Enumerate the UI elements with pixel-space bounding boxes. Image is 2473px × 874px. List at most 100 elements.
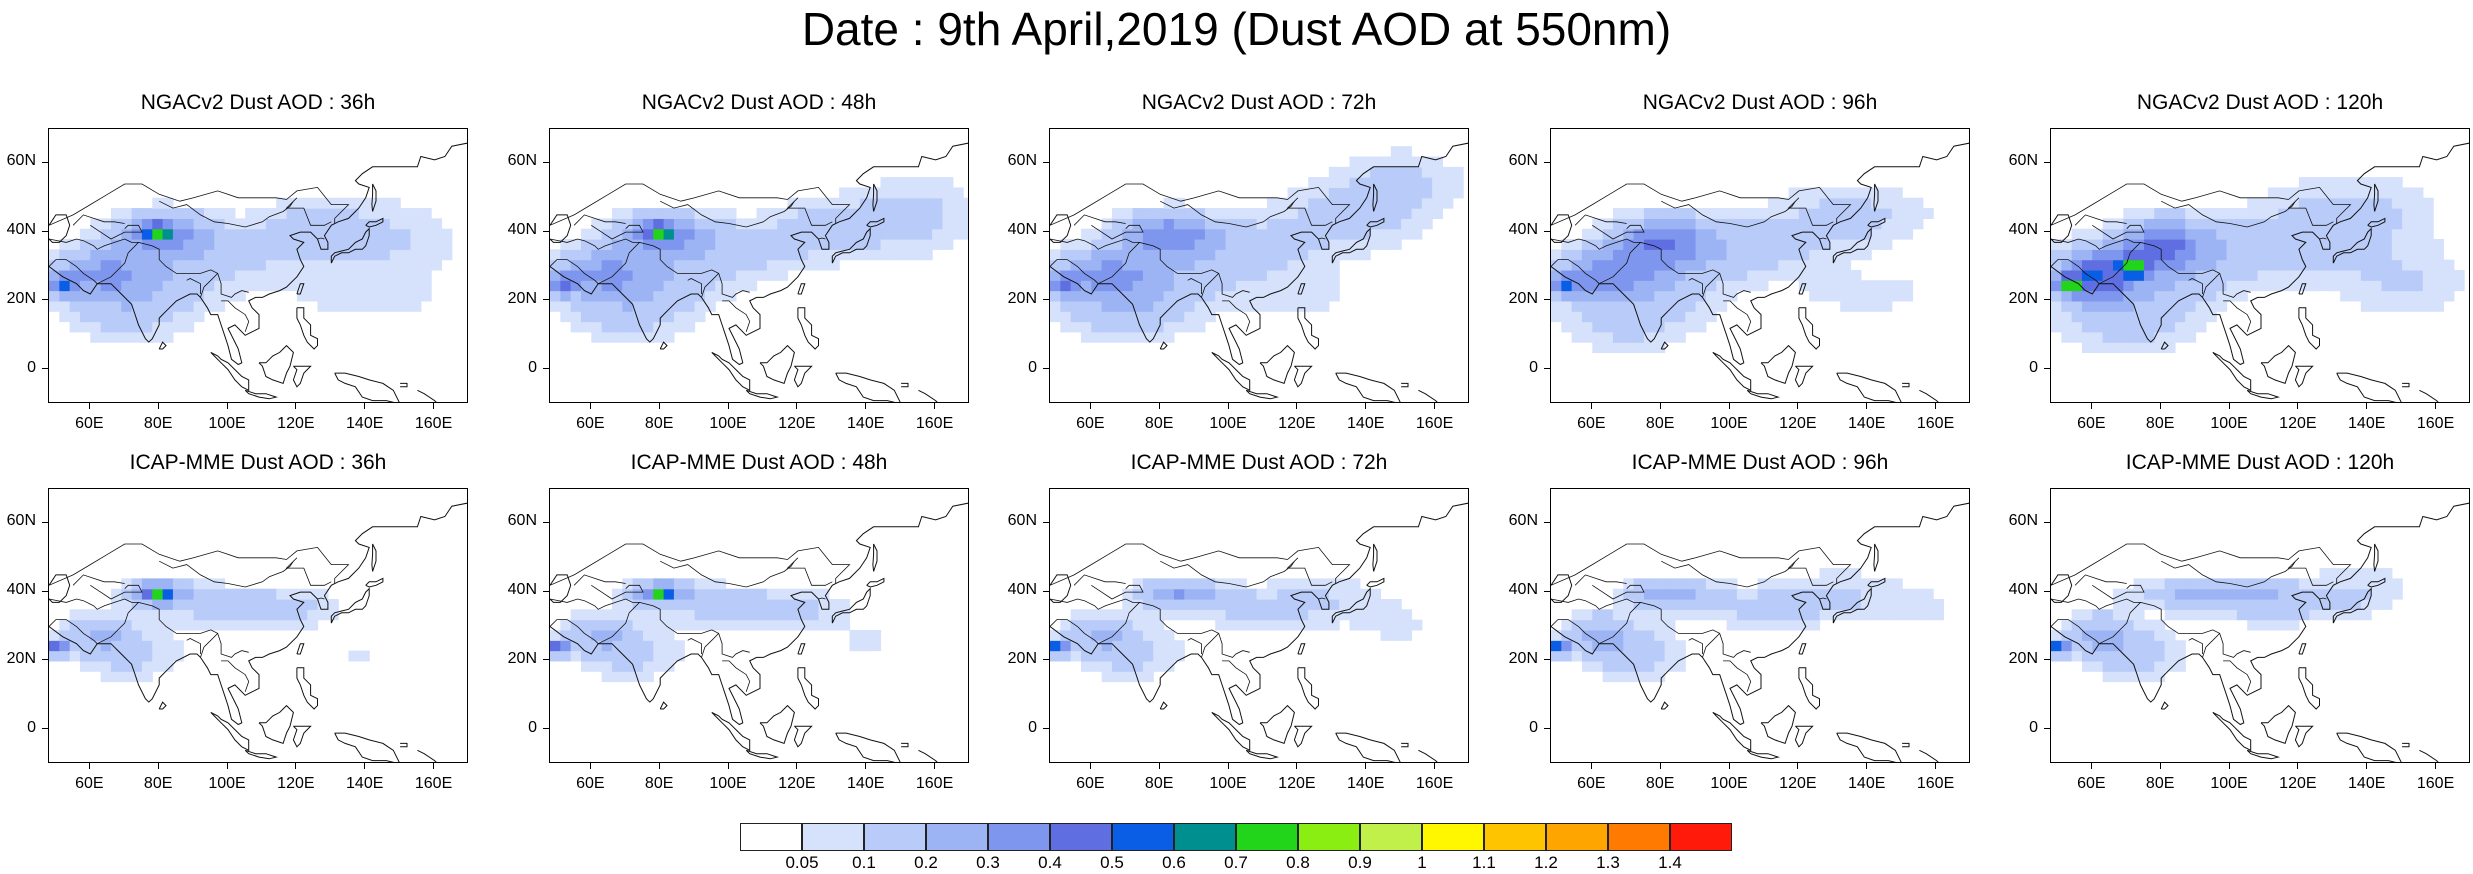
aod-cell bbox=[1654, 671, 1666, 683]
aod-cell bbox=[1142, 269, 1154, 281]
aod-cell bbox=[1380, 228, 1392, 240]
aod-cell bbox=[2061, 311, 2073, 323]
aod-cell bbox=[2257, 280, 2269, 292]
aod-cell bbox=[2112, 588, 2124, 600]
aod-cell bbox=[1256, 249, 1268, 261]
aod-cell bbox=[880, 228, 892, 240]
aod-cell bbox=[1871, 187, 1883, 199]
aod-cell bbox=[591, 311, 603, 323]
aod-cell bbox=[1050, 249, 1061, 261]
aod-cell bbox=[663, 619, 675, 631]
aod-cell bbox=[1633, 588, 1645, 600]
aod-cell bbox=[296, 228, 308, 240]
aod-cell bbox=[245, 269, 257, 281]
coastline bbox=[1760, 704, 1796, 745]
aod-cell bbox=[1819, 578, 1831, 590]
aod-cell bbox=[2391, 588, 2403, 600]
aod-cell bbox=[2164, 650, 2176, 662]
aod-cell bbox=[942, 228, 954, 240]
aod-cell bbox=[307, 269, 319, 281]
aod-cell bbox=[1184, 311, 1196, 323]
aod-cell bbox=[1747, 269, 1759, 281]
aod-cell bbox=[1132, 588, 1144, 600]
aod-cell bbox=[2350, 269, 2362, 281]
aod-cell bbox=[1633, 609, 1645, 621]
lon-tick bbox=[1728, 763, 1730, 769]
border-line bbox=[1050, 259, 1099, 284]
coastline bbox=[2294, 365, 2314, 388]
aod-cell bbox=[735, 239, 747, 250]
aod-cell bbox=[1623, 331, 1635, 343]
aod-cell bbox=[1122, 280, 1134, 292]
aod-cell bbox=[911, 228, 923, 240]
aod-cell bbox=[121, 609, 133, 621]
aod-cell bbox=[622, 228, 634, 240]
aod-cell bbox=[601, 321, 613, 333]
aod-cell bbox=[1674, 290, 1686, 302]
colorbar-swatch bbox=[740, 823, 802, 851]
aod-cell bbox=[410, 269, 422, 281]
border-line bbox=[317, 237, 325, 240]
aod-cell bbox=[1871, 290, 1883, 302]
aod-cell bbox=[1163, 640, 1175, 652]
lon-tick bbox=[796, 763, 798, 769]
lat-label: 40N bbox=[1007, 581, 1037, 599]
aod-cell bbox=[348, 259, 360, 271]
aod-cell bbox=[1287, 599, 1299, 610]
aod-cell bbox=[1695, 588, 1707, 600]
aod-cell bbox=[400, 300, 412, 312]
coastline bbox=[2246, 389, 2281, 400]
aod-cell bbox=[797, 259, 809, 271]
aod-cell bbox=[2360, 208, 2372, 219]
aod-cell bbox=[2226, 208, 2238, 219]
aod-cell bbox=[2164, 290, 2176, 302]
aod-cell bbox=[725, 588, 737, 600]
aod-cell bbox=[2247, 269, 2259, 281]
aod-cell bbox=[358, 197, 370, 209]
aod-cell bbox=[224, 259, 236, 271]
aod-cell bbox=[622, 619, 634, 631]
border-line bbox=[49, 259, 98, 284]
lat-label: 20N bbox=[1007, 289, 1037, 307]
aod-cell bbox=[1111, 650, 1123, 662]
aod-cell bbox=[1359, 197, 1371, 209]
aod-cell bbox=[1685, 290, 1697, 302]
lat-tick bbox=[1544, 299, 1550, 301]
aod-cell bbox=[110, 331, 122, 343]
coastline bbox=[2051, 142, 2469, 366]
lon-label: 60E bbox=[1076, 775, 1105, 792]
panel-title: NGACv2 Dust AOD : 72h bbox=[1141, 91, 1377, 114]
aod-cell bbox=[611, 599, 623, 610]
lon-label: 100E bbox=[1209, 415, 1247, 432]
aod-cell bbox=[1881, 300, 1893, 312]
aod-cell bbox=[1080, 259, 1092, 271]
aod-cell bbox=[560, 619, 572, 631]
aod-cell bbox=[2278, 239, 2290, 250]
aod-cell bbox=[1215, 218, 1227, 230]
aod-cell bbox=[1153, 609, 1165, 621]
aod-cell bbox=[642, 660, 654, 672]
aod-cell bbox=[1809, 269, 1821, 281]
aod-cell bbox=[611, 218, 623, 230]
aod-cell bbox=[766, 218, 778, 230]
aod-cell bbox=[1612, 599, 1624, 610]
aod-cell bbox=[1297, 290, 1309, 302]
aod-cell bbox=[797, 619, 809, 631]
aod-cell bbox=[901, 187, 913, 199]
aod-cell bbox=[684, 239, 696, 250]
border-line bbox=[1139, 242, 1250, 298]
coastline bbox=[1832, 227, 1872, 264]
aod-cell bbox=[2350, 177, 2362, 189]
border-line bbox=[93, 598, 140, 645]
border-line bbox=[1318, 597, 1326, 600]
aod-cell bbox=[684, 578, 696, 590]
aod-cell bbox=[183, 578, 195, 590]
aod-cell bbox=[1142, 208, 1154, 219]
map-canvas bbox=[550, 502, 968, 762]
aod-cell bbox=[1132, 609, 1144, 621]
aod-cell bbox=[880, 187, 892, 199]
aod-cell bbox=[1674, 208, 1686, 219]
aod-cell bbox=[1421, 197, 1433, 209]
aod-cell bbox=[245, 280, 257, 292]
aod-cell bbox=[2226, 599, 2238, 610]
